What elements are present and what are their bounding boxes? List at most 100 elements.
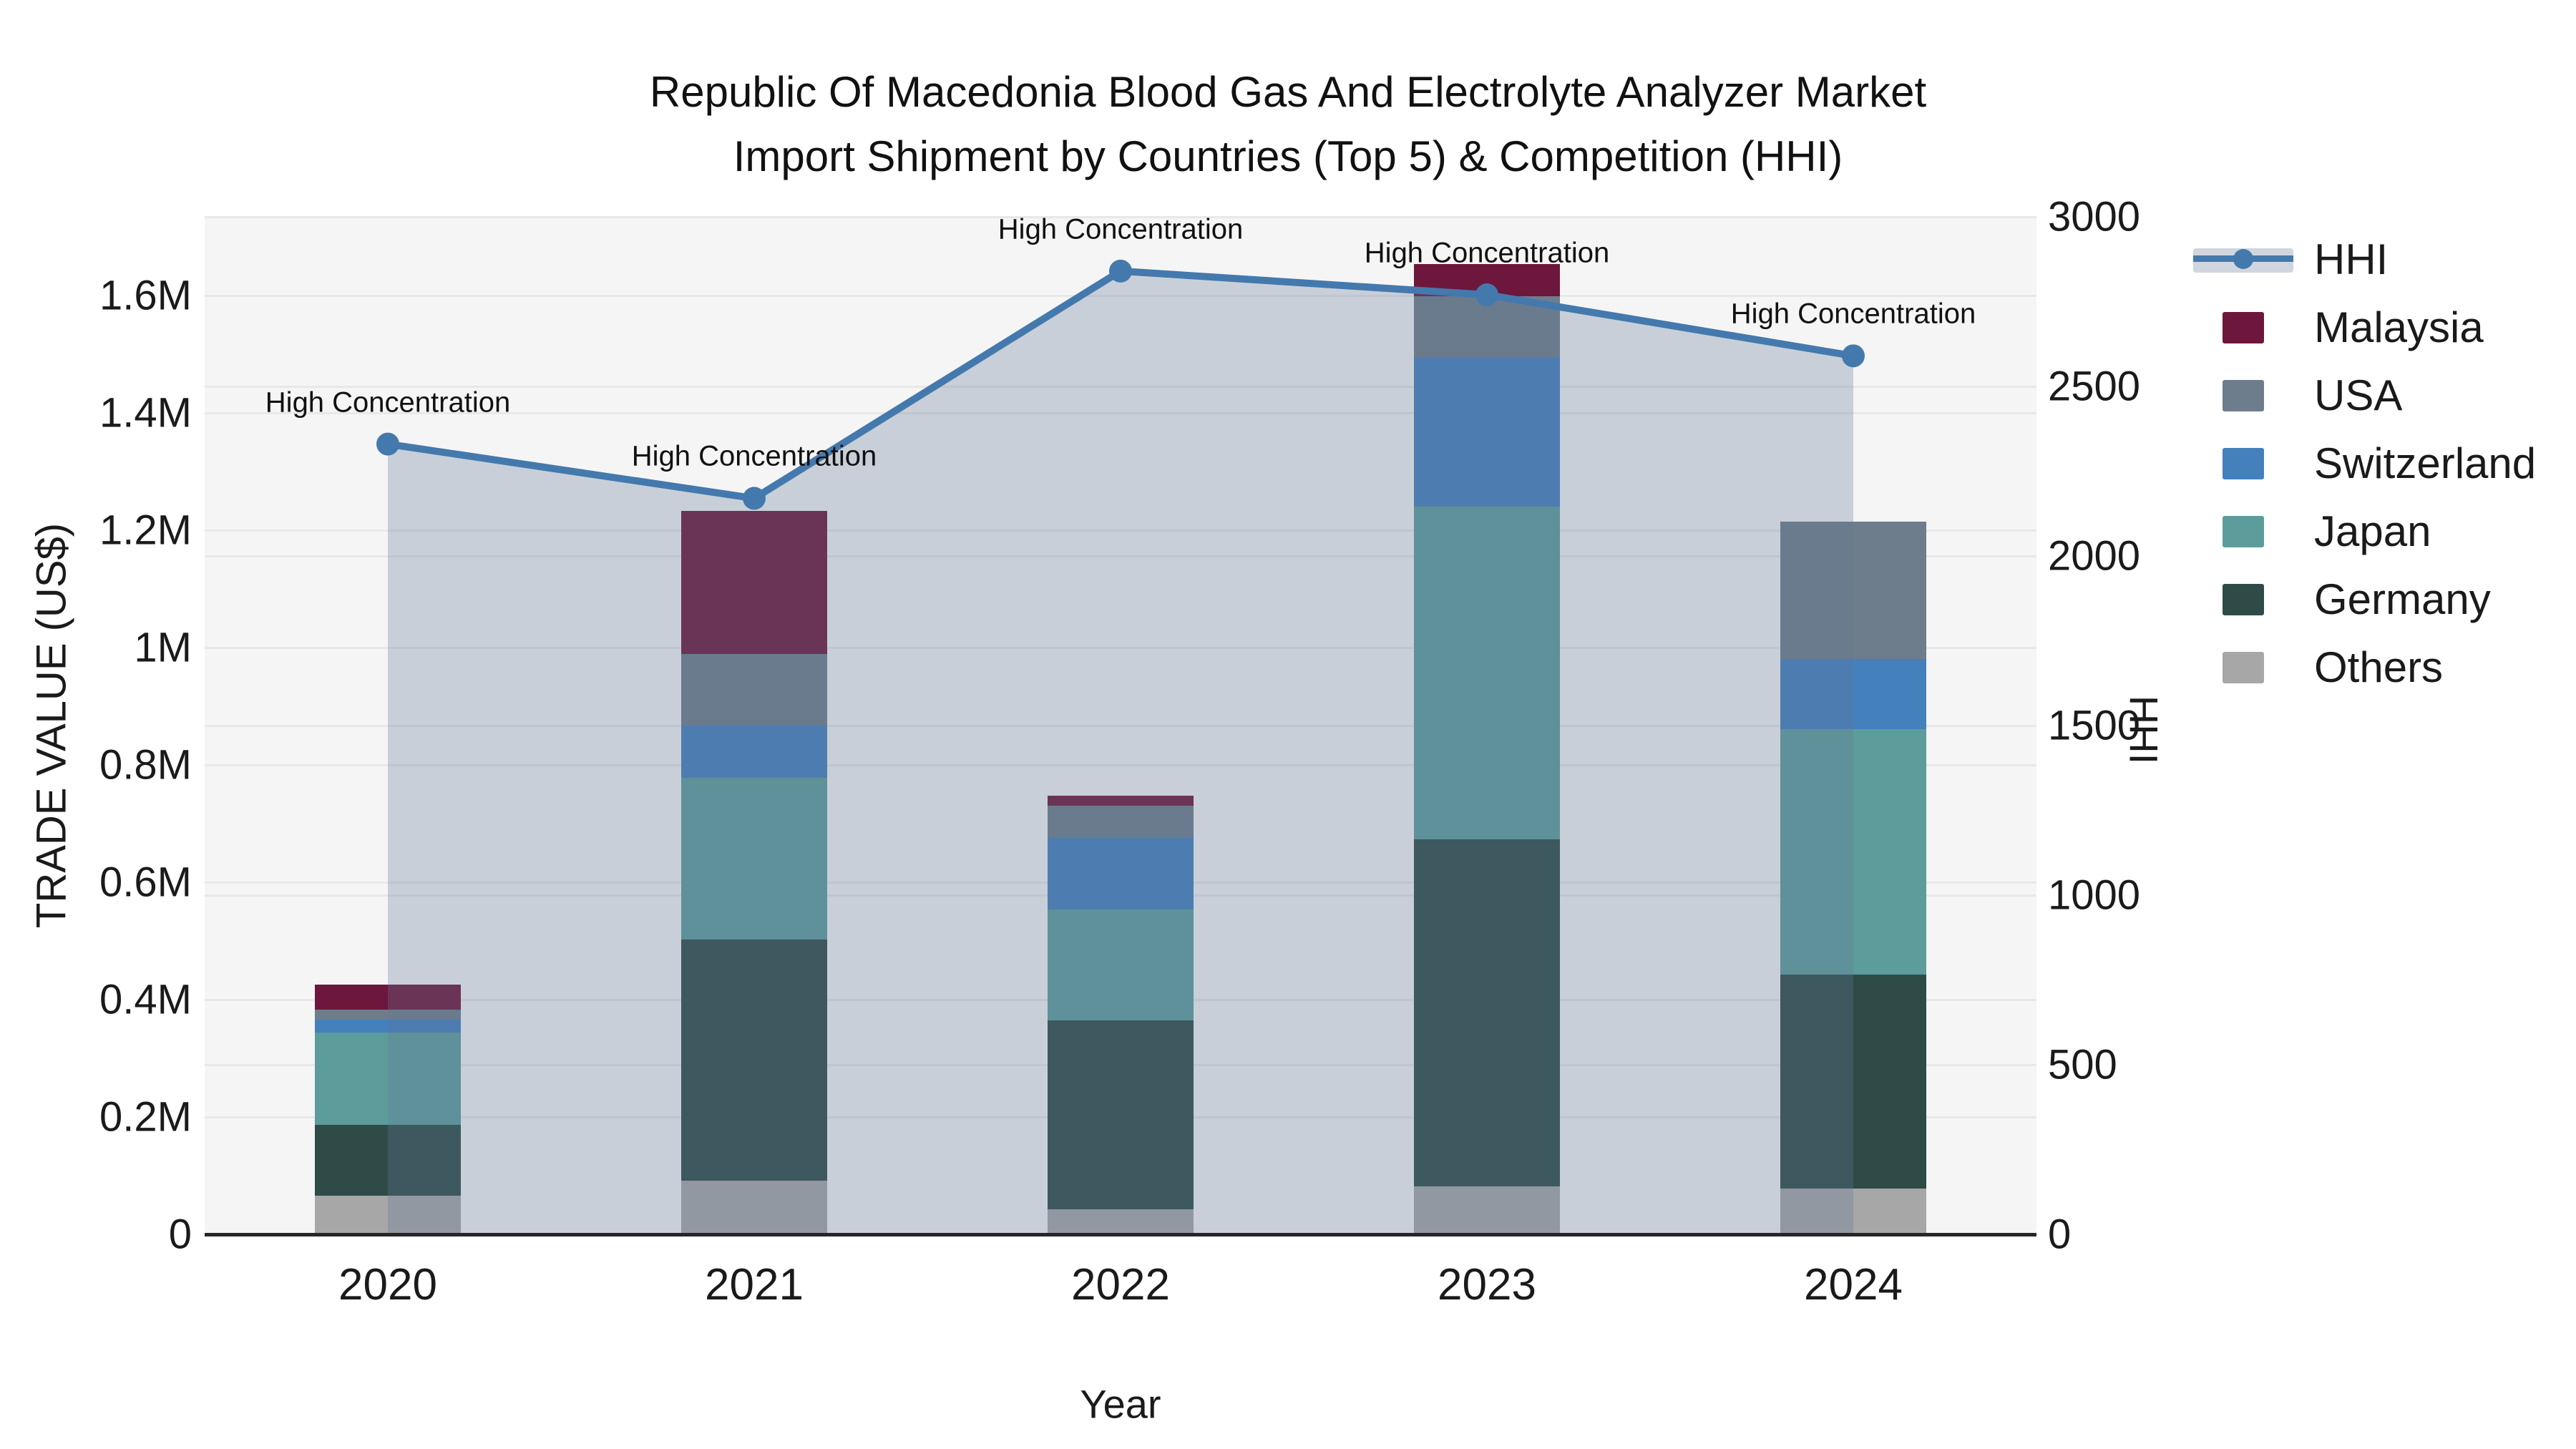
y-tick-right-2500: 2500: [2048, 363, 2141, 410]
annotation-2024: High Concentration: [1730, 298, 1976, 330]
plot-area: [205, 216, 2036, 1234]
annotation-2022: High Concentration: [997, 213, 1244, 245]
y-tick-left-1.6M: 1.6M: [99, 272, 192, 319]
legend-label-usa: USA: [2314, 371, 2403, 419]
bar-segment-japan-2022[interactable]: [1048, 909, 1194, 1020]
bar-segment-usa-2021[interactable]: [681, 653, 827, 726]
gridline-right-axis: [205, 725, 2036, 727]
y-tick-left-1M: 1M: [134, 624, 192, 671]
y-tick-right-500: 500: [2048, 1041, 2117, 1088]
y-tick-left-0.2M: 0.2M: [99, 1093, 192, 1141]
bar-segment-others-2020[interactable]: [315, 1195, 461, 1234]
legend-item-others[interactable]: Others: [2182, 633, 2536, 701]
bar-segment-germany-2023[interactable]: [1414, 839, 1560, 1186]
bar-segment-japan-2021[interactable]: [681, 778, 827, 940]
legend-swatch-others-icon: [2182, 651, 2304, 683]
bar-segment-switzerland-2023[interactable]: [1414, 357, 1560, 507]
bar-segment-germany-2021[interactable]: [681, 940, 827, 1181]
bar-segment-usa-2024[interactable]: [1780, 521, 1926, 659]
bar-segment-japan-2020[interactable]: [315, 1032, 461, 1125]
bar-segment-japan-2024[interactable]: [1780, 728, 1926, 975]
germany-swatch-icon: [2223, 583, 2264, 615]
switzerland-swatch-icon: [2223, 447, 2264, 479]
legend-swatch-germany-icon: [2182, 583, 2304, 615]
bar-segment-others-2024[interactable]: [1780, 1189, 1926, 1234]
bar-segment-germany-2020[interactable]: [315, 1124, 461, 1196]
annotation-2020: High Concentration: [265, 386, 511, 419]
chart-title-line2: Import Shipment by Countries (Top 5) & C…: [733, 132, 1843, 180]
bar-segment-switzerland-2020[interactable]: [315, 1019, 461, 1033]
x-axis-line: [205, 1233, 2036, 1236]
gridline-left-axis: [205, 294, 2036, 297]
legend-item-hhi[interactable]: HHI: [2182, 225, 2536, 293]
bar-segment-malaysia-2022[interactable]: [1048, 795, 1194, 806]
x-tick-2024: 2024: [1804, 1260, 1903, 1309]
gridline-left-axis: [205, 529, 2036, 532]
bar-segment-malaysia-2020[interactable]: [315, 984, 461, 1010]
y-tick-right-3000: 3000: [2048, 193, 2141, 240]
gridline-right-axis: [205, 386, 2036, 388]
legend: HHI Malaysia USA Switzerland Japan Germany Oth…: [2182, 225, 2536, 701]
malaysia-swatch-icon: [2223, 311, 2264, 343]
legend-item-usa[interactable]: USA: [2182, 361, 2536, 429]
hhi-area-fill: [388, 270, 1853, 1234]
bar-segment-japan-2023[interactable]: [1414, 507, 1560, 840]
gridline-right-axis: [205, 555, 2036, 557]
bar-segment-usa-2022[interactable]: [1048, 806, 1194, 839]
bar-segment-germany-2022[interactable]: [1048, 1020, 1194, 1209]
y-tick-right-0: 0: [2048, 1211, 2072, 1258]
legend-swatch-japan-icon: [2182, 515, 2304, 547]
bar-segment-usa-2020[interactable]: [315, 1009, 461, 1020]
hhi-overlay: [376, 259, 1865, 1234]
legend-label-switzerland: Switzerland: [2314, 439, 2537, 487]
bar-segment-switzerland-2021[interactable]: [681, 726, 827, 778]
legend-swatch-switzerland-icon: [2182, 447, 2304, 479]
annotation-2021: High Concentration: [631, 440, 877, 472]
hhi-marker-2022[interactable]: [1109, 259, 1132, 283]
legend-item-switzerland[interactable]: Switzerland: [2182, 429, 2536, 497]
annotation-2023: High Concentration: [1364, 237, 1610, 269]
hhi-marker-2020[interactable]: [376, 432, 399, 456]
legend-label-germany: Germany: [2314, 575, 2491, 623]
bar-segment-others-2022[interactable]: [1048, 1209, 1194, 1234]
x-tick-2022: 2022: [1071, 1260, 1170, 1309]
legend-item-germany[interactable]: Germany: [2182, 565, 2536, 633]
legend-swatch-malaysia-icon: [2182, 311, 2304, 343]
hhi-marker-2021[interactable]: [743, 487, 766, 510]
bar-segment-germany-2024[interactable]: [1780, 974, 1926, 1189]
hhi-marker-2024[interactable]: [1842, 344, 1865, 368]
hhi-line-icon: [2193, 243, 2293, 277]
y-tick-left-1.2M: 1.2M: [99, 507, 192, 554]
x-tick-2021: 2021: [705, 1260, 804, 1309]
legend-item-malaysia[interactable]: Malaysia: [2182, 293, 2536, 361]
gridline-right-axis: [205, 216, 2036, 218]
y-tick-right-1000: 1000: [2048, 872, 2141, 919]
x-axis-label: Year: [1080, 1381, 1161, 1427]
legend-hhi-line-icon: [2182, 243, 2304, 277]
y-tick-right-2000: 2000: [2048, 532, 2141, 580]
others-swatch-icon: [2223, 651, 2264, 683]
bar-segment-others-2021[interactable]: [681, 1181, 827, 1234]
y-tick-left-0.4M: 0.4M: [99, 976, 192, 1023]
legend-item-japan[interactable]: Japan: [2182, 497, 2536, 565]
bar-segment-others-2023[interactable]: [1414, 1186, 1560, 1234]
gridline-left-axis: [205, 646, 2036, 649]
japan-swatch-icon: [2223, 515, 2264, 547]
legend-swatch-usa-icon: [2182, 379, 2304, 411]
y-tick-left-1.4M: 1.4M: [99, 389, 192, 436]
legend-label-others: Others: [2314, 643, 2444, 691]
hhi-marker-2023[interactable]: [1475, 283, 1498, 307]
gridline-left-axis: [205, 411, 2036, 414]
chart-title-line1: Republic Of Macedonia Blood Gas And Elec…: [649, 68, 1927, 116]
bar-segment-malaysia-2021[interactable]: [681, 510, 827, 654]
y-tick-right-1500: 1500: [2048, 702, 2141, 749]
bar-segment-switzerland-2024[interactable]: [1780, 658, 1926, 729]
x-tick-2020: 2020: [338, 1260, 437, 1309]
legend-label-japan: Japan: [2314, 507, 2431, 555]
y-tick-left-0: 0: [168, 1211, 192, 1258]
y-tick-left-0.6M: 0.6M: [99, 859, 192, 906]
legend-label-malaysia: Malaysia: [2314, 303, 2484, 351]
bar-segment-switzerland-2022[interactable]: [1048, 838, 1194, 909]
chart-title: Republic Of Macedonia Blood Gas And Elec…: [0, 60, 2576, 189]
